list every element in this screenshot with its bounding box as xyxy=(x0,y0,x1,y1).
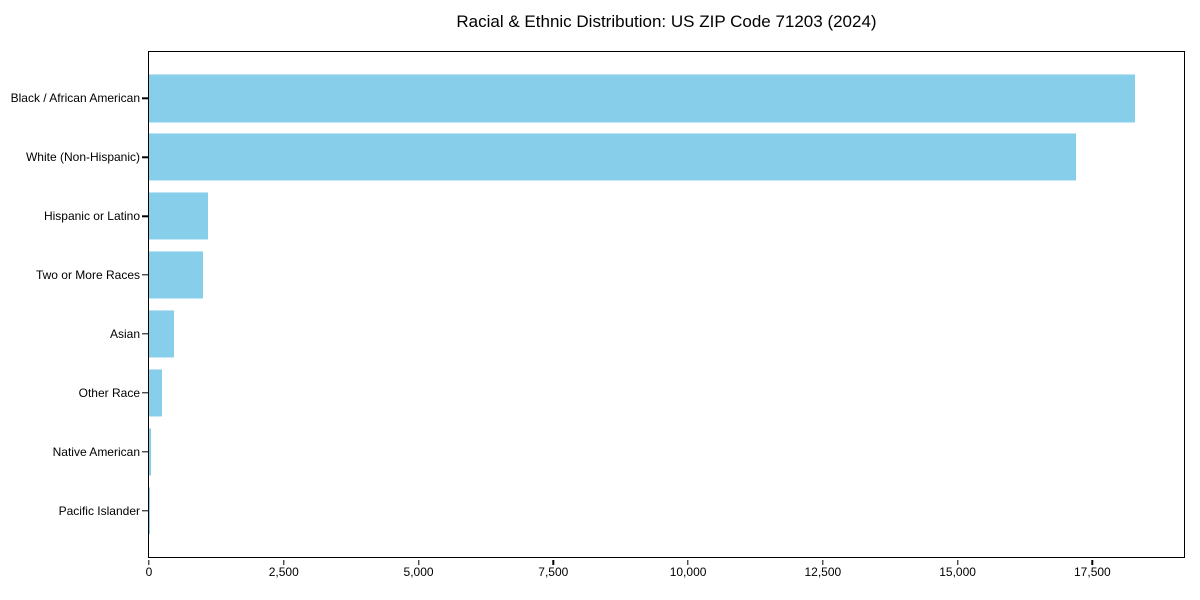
x-tick-mark xyxy=(417,559,420,565)
bar xyxy=(149,486,150,535)
x-tick-mark xyxy=(1091,559,1094,565)
bar xyxy=(149,133,1077,181)
y-tick-mark xyxy=(141,156,148,159)
x-tick-mark xyxy=(687,559,689,565)
bar xyxy=(149,369,163,417)
chart-title: Racial & Ethnic Distribution: US ZIP Cod… xyxy=(456,12,877,31)
y-tick-mark xyxy=(141,97,148,100)
y-tick-label: Hispanic or Latino xyxy=(43,208,140,223)
x-tick-mark xyxy=(148,559,150,565)
y-tick-mark xyxy=(141,450,148,453)
x-tick-label: 10,000 xyxy=(669,565,707,579)
y-tick-mark xyxy=(141,274,148,276)
y-tick-mark xyxy=(141,333,148,335)
x-tick-label: 2,500 xyxy=(268,565,299,579)
x-tick-mark xyxy=(956,559,959,565)
bar xyxy=(149,74,1136,123)
x-tick-label: 17,500 xyxy=(1074,565,1111,579)
y-tick-label: Two or More Races xyxy=(35,267,140,282)
x-tick-label: 15,000 xyxy=(939,565,976,579)
y-tick-label: White (Non-Hispanic) xyxy=(25,149,140,164)
y-tick-label: Native American xyxy=(52,445,140,460)
y-tick-mark xyxy=(141,509,148,512)
x-tick-mark xyxy=(822,559,824,565)
y-tick-mark xyxy=(141,392,148,394)
y-axis-labels: Black / African American White (Non-Hispa… xyxy=(0,51,140,558)
x-tick-mark xyxy=(552,559,554,565)
bar xyxy=(149,428,152,476)
plot-area: 0 2,500 5,000 7,500 10,000 12,500 15,000 17,500 xyxy=(141,51,1185,578)
y-tick-mark xyxy=(141,215,148,217)
y-tick-label: Asian xyxy=(109,327,140,342)
x-tick-label: 12,500 xyxy=(804,565,842,579)
y-tick-label: Other Race xyxy=(78,386,140,401)
x-tick-mark xyxy=(283,559,285,565)
x-tick-label: 0 xyxy=(145,565,153,579)
bar xyxy=(149,251,203,299)
x-tick-label: 5,000 xyxy=(403,565,434,579)
bar xyxy=(149,310,174,358)
y-tick-label: Pacific Islander xyxy=(58,504,140,519)
x-tick-label: 7,500 xyxy=(538,565,569,579)
y-tick-label: Black / African American xyxy=(10,90,140,105)
bar xyxy=(149,192,209,240)
